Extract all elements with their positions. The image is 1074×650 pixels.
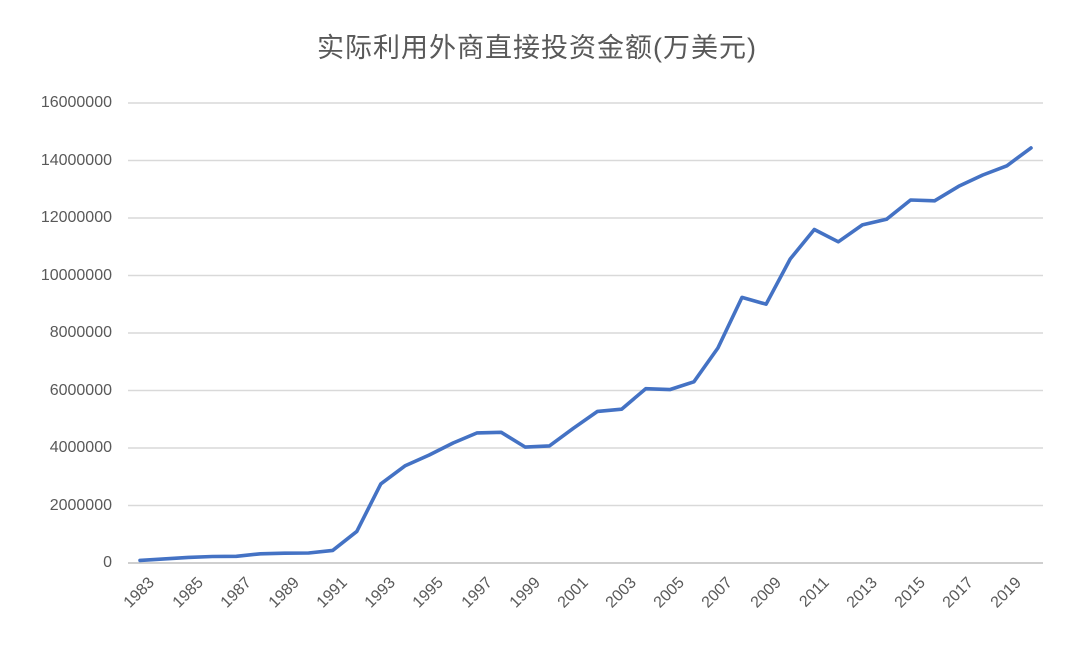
y-tick-label: 2000000 [49, 496, 112, 514]
y-tick-label: 12000000 [40, 209, 112, 226]
series-lines [138, 146, 1033, 563]
y-tick-label: 8000000 [49, 324, 112, 341]
y-tick-label: 6000000 [49, 381, 112, 399]
y-tick-label: 4000000 [49, 439, 112, 456]
y-tick-label: 10000000 [40, 266, 112, 284]
y-tick-label: 16000000 [40, 94, 112, 111]
data-line [138, 146, 1033, 563]
chart-title: 实际利用外商直接投资金额(万美元) [317, 33, 757, 63]
gridlines [128, 102, 1043, 564]
y-tick-label: 0 [103, 554, 112, 571]
y-tick-label: 14000000 [40, 151, 112, 169]
